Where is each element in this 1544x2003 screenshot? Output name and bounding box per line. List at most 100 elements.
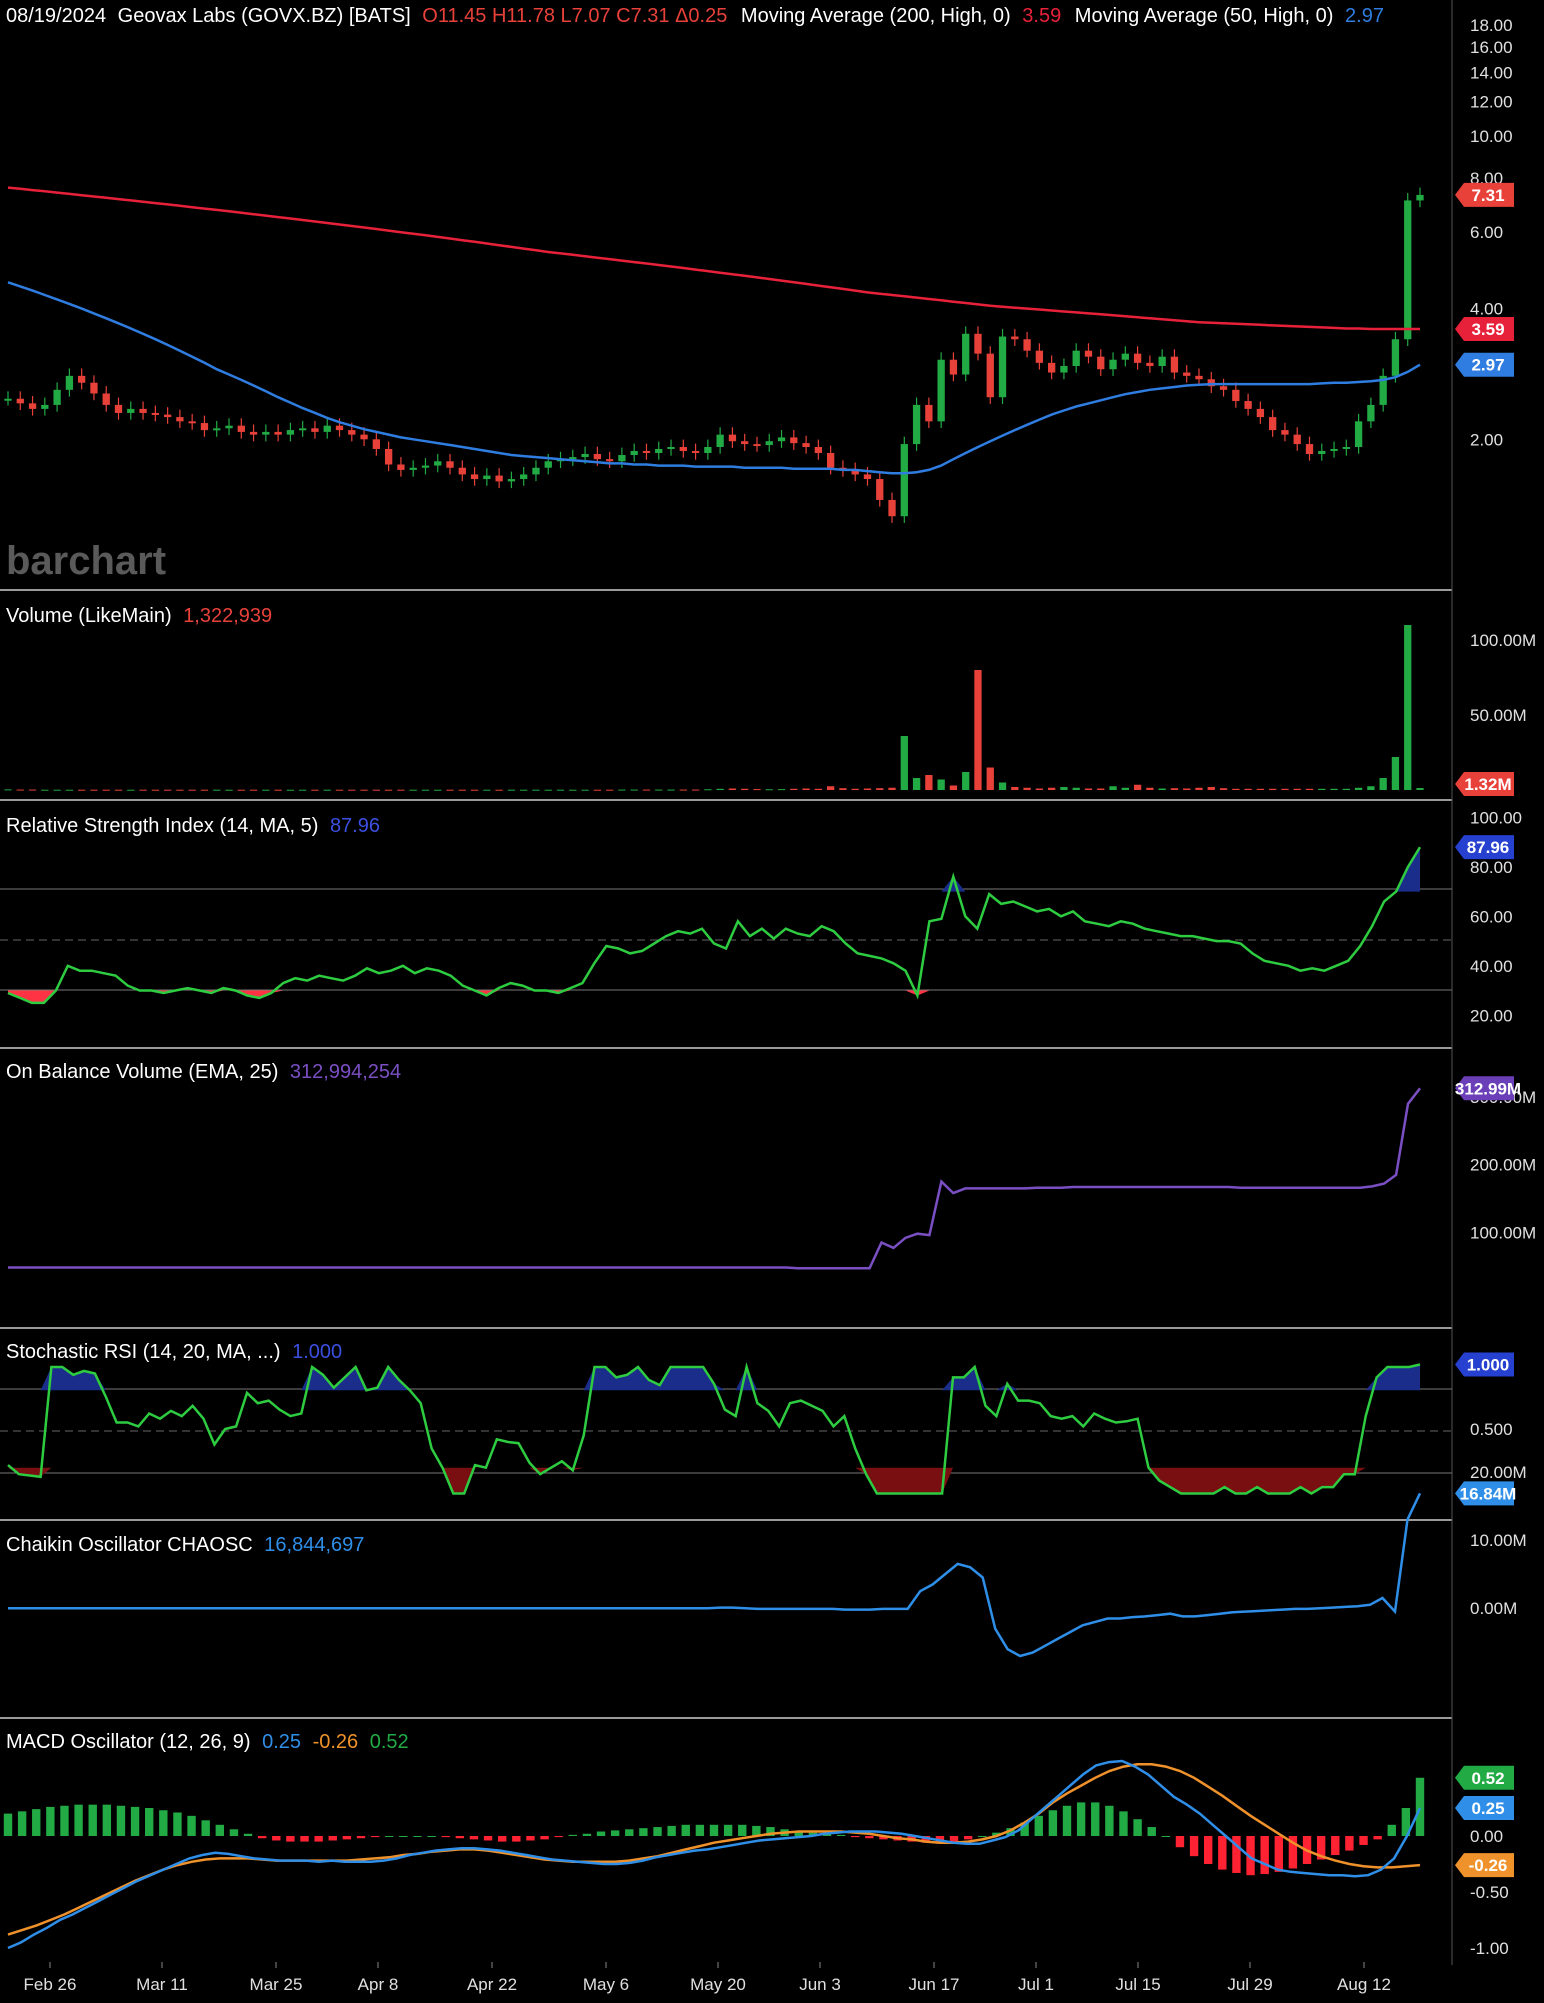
macd-histogram-bar [766,1827,775,1836]
candle-body [53,389,61,405]
candle-body [912,404,921,445]
macd-histogram-bar [836,1834,846,1836]
chaikin-tick-label: 20.00M [1470,1463,1527,1482]
macd-hist-badge: 0.52 [1455,1765,1514,1790]
candle-body [876,479,884,500]
volume-bar [937,779,945,790]
macd-histogram-bar [1415,1777,1425,1836]
x-tick-label: Jun 3 [799,1975,841,1994]
volume-bar [1170,788,1179,790]
candle-body [1097,356,1105,370]
volume-bar [188,789,196,791]
stoch-line [7,1362,1421,1495]
volume-bar [1330,788,1338,790]
volume-bar [483,789,491,791]
volume-bar [1072,787,1080,790]
chaikin-title: Chaikin Oscillator CHAOSC 16,844,697 [6,1534,364,1556]
price-tick-label: 18.00 [1470,16,1513,35]
candle-body [163,414,172,418]
volume-bar [237,789,245,791]
volume-bar [127,789,135,791]
candle-body [360,434,368,440]
candle-body [998,336,1007,398]
macd-line [7,1759,1422,1950]
volume-bar [532,789,540,791]
candle-body [1367,404,1375,422]
macd-histogram-bar [342,1836,352,1840]
candle-body [65,375,74,390]
macd-histogram-bar [992,1832,1001,1836]
candle-body [323,425,331,432]
ma200-badge-shape [1455,316,1514,341]
macd-histogram-bar [1119,1811,1128,1836]
volume-bar [863,788,872,790]
x-tick-label: May 20 [690,1975,746,1994]
obv-badge: 312.99M [1455,1076,1521,1101]
macd-histogram-bar [469,1836,479,1840]
macd-histogram-bar [526,1836,535,1841]
macd-histogram-bar [1091,1802,1100,1836]
macd-histogram-bar [1373,1836,1382,1840]
candle-body [814,446,823,453]
volume-bar [1158,788,1166,790]
candle-body [348,430,356,435]
macd-histogram-bar [399,1836,408,1837]
chaikin-title-value: 16,844,697 [264,1534,364,1556]
ma200-badge-text: 3.59 [1471,320,1504,339]
macd-histogram-bar [1218,1836,1227,1870]
volume-bar [1207,787,1215,790]
macd-histogram-bar [681,1824,690,1836]
chaikin-badge-shape [1455,1481,1514,1506]
macd-histogram-bar [1274,1836,1283,1872]
volume-bar [139,789,147,791]
volume-bar [1011,787,1019,790]
volume-bar [888,787,896,790]
candle-body [1011,336,1019,340]
macd-histogram-bar [1345,1836,1354,1851]
volume-bar [16,789,24,791]
candle-body [1060,366,1068,373]
candle-body [1121,353,1129,360]
chaikin-line [8,1492,1422,1658]
volume-bar [200,789,209,791]
volume-bar [679,789,687,791]
candle-body [925,404,933,422]
macd-histogram-bar [723,1824,733,1836]
ma50-badge: 2.97 [1455,352,1514,377]
volume-bar [1318,788,1326,790]
macd-histogram-bar [1331,1836,1340,1856]
value-badges: 7.31 3.59 2.97 1.32M 87.96 312.99M 1.000 16.84M… [1455,182,1521,1878]
macd-tick-label: 0.00 [1470,1827,1503,1846]
macd-title: MACD Oscillator (12, 26, 9) 0.25 -0.26 0… [6,1731,409,1753]
macd-histogram-bar [498,1836,507,1842]
candle-body [532,467,540,475]
candle-body [384,448,393,465]
macd-histogram-bar [46,1806,55,1836]
rsi-line [7,846,1422,1005]
volume-bar [299,789,307,791]
candle-body [483,475,491,480]
volume-bar [1379,778,1387,790]
volume-bar [581,789,589,791]
macd-histogram-bar [243,1833,253,1836]
candle-body [28,403,37,409]
candle-body [728,434,737,442]
x-tick-label: Jul 15 [1115,1975,1160,1994]
candle-body [1330,448,1338,451]
macd-line-badge: 0.25 [1455,1796,1514,1820]
volume-bar [790,788,798,790]
macd-histogram-bar [1161,1836,1171,1837]
volume-bar [1219,788,1228,790]
candle-body [605,459,614,462]
macd-histogram-bar [1401,1808,1411,1836]
volume-bar [1305,788,1314,790]
obv-tick-label: 200.00M [1470,1156,1536,1175]
candle-body [888,499,896,517]
volume-bar [777,789,786,791]
volume-bar [446,789,454,791]
macd-histogram-bar [385,1836,394,1837]
ma200-line [7,186,1420,331]
volume-title: Volume (LikeMain) 1,322,939 [6,605,272,627]
volume-bar [1195,787,1203,790]
